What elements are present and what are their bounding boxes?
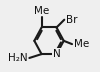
Text: H₂N: H₂N: [8, 53, 27, 63]
Text: N: N: [53, 49, 60, 59]
Text: Me: Me: [74, 39, 90, 49]
Text: Me: Me: [34, 6, 49, 16]
Text: Br: Br: [66, 15, 78, 25]
